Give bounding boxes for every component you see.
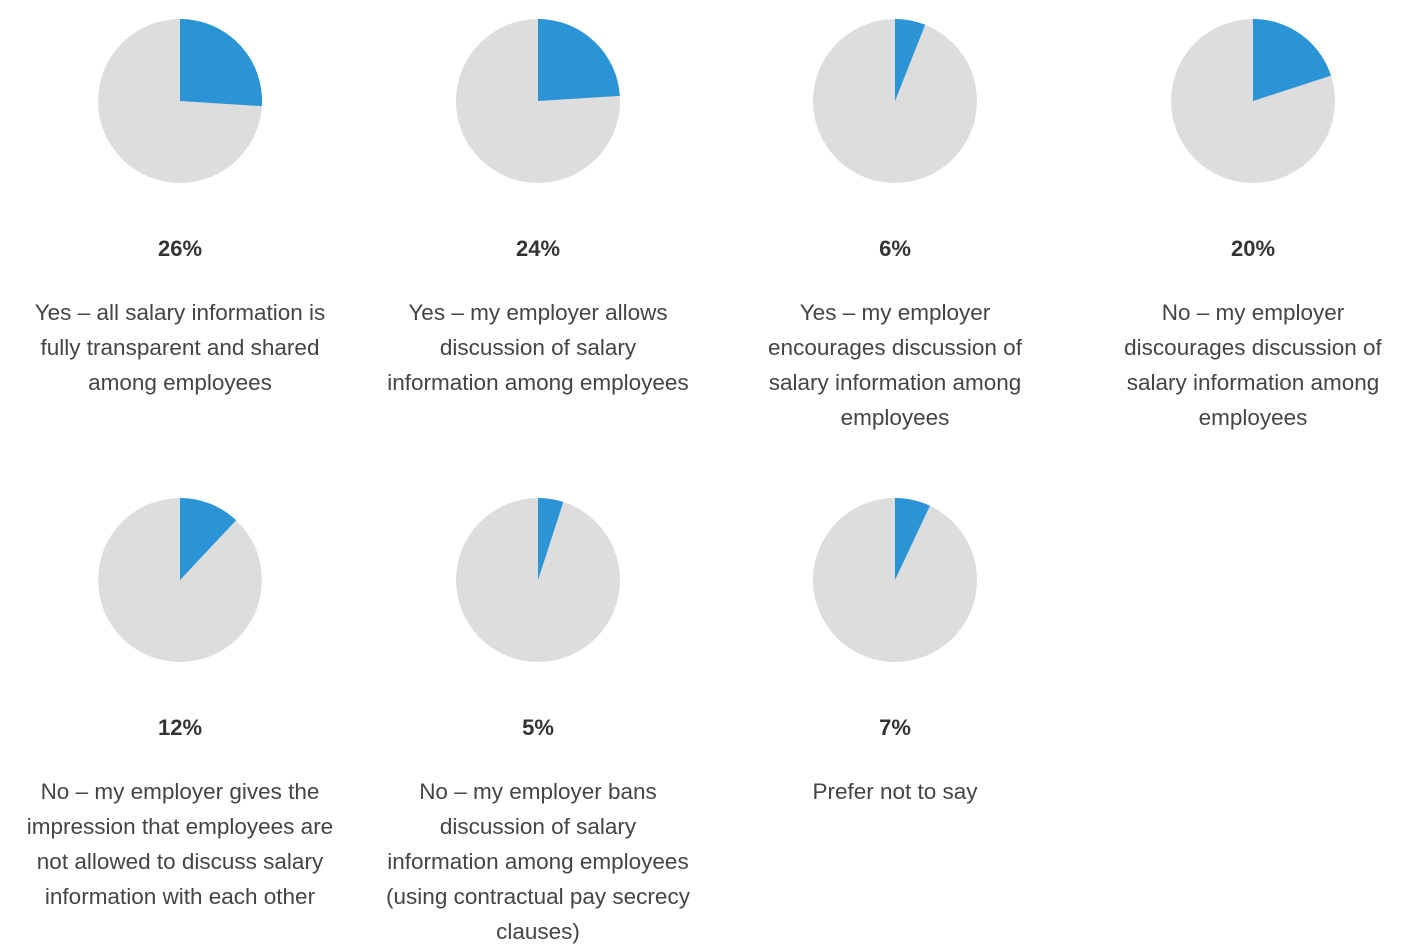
pie-chart: 20% No – my employer discourages discussi… [1083,18,1414,430]
pie-chart: 26% Yes – all salary information is fully… [10,18,350,395]
pie-slice-value [895,498,930,580]
pie-slice-value [1253,19,1331,101]
pie-slice-value [895,19,926,101]
category-label: Prefer not to say [812,779,978,804]
value-label: 20% [1230,236,1276,261]
value-label: 5% [522,715,554,740]
category-label: No – my employer discourages discussion … [1124,300,1382,430]
pie-chart: 12% No – my employer gives the impression… [10,497,350,909]
pie-chart: 5% No – my employer bans discussion of sa… [368,497,708,944]
category-label: No – my employer bans discussion of sala… [386,779,690,944]
value-label: 24% [515,236,561,261]
pie-chart: 7% Prefer not to say [725,497,1065,804]
pie-slice-value [538,498,564,580]
pie-chart: 24% Yes – my employer allows discussion o… [368,18,708,395]
pie-chart: 6% Yes – my employer encourages discussio… [725,18,1065,430]
pie-slice-value [538,19,620,101]
value-label: 12% [157,715,203,740]
value-label: 26% [157,236,203,261]
value-label: 6% [879,236,911,261]
pie-slice-value [180,19,262,107]
category-label: No – my employer gives the impression th… [26,779,334,909]
category-label: Yes – all salary information is fully tr… [34,300,326,395]
category-label: Yes – my employer encourages discussion … [768,300,1022,430]
category-label: Yes – my employer allows discussion of s… [387,300,689,395]
pie-slice-value [180,498,237,580]
value-label: 7% [879,715,911,740]
